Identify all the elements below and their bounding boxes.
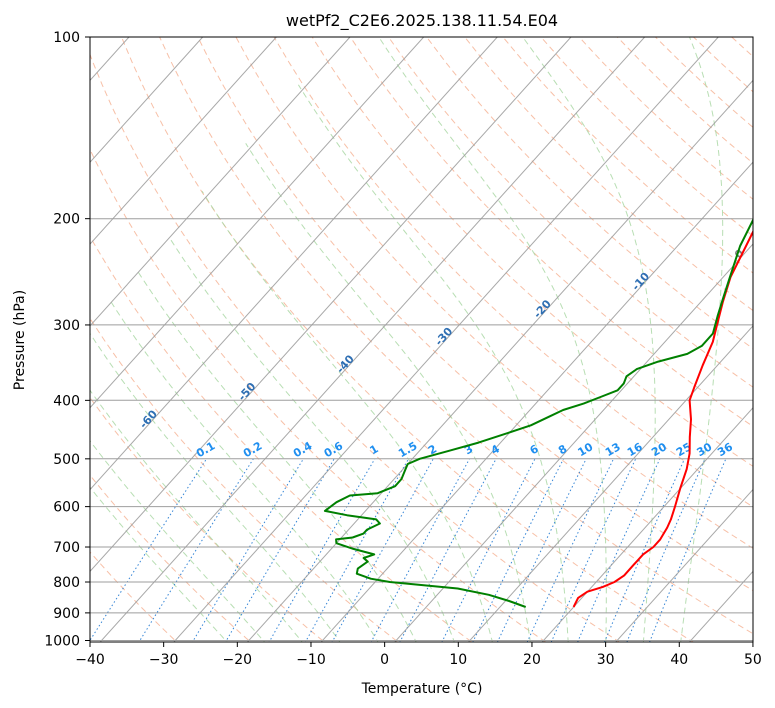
dewpoint-line xyxy=(323,217,753,608)
y-tick-label: 700 xyxy=(53,540,80,556)
isotherm xyxy=(615,488,753,642)
moist-adiabat xyxy=(137,271,417,642)
dry-adiabat xyxy=(90,396,326,642)
y-tick-label: 1000 xyxy=(44,634,80,650)
moist-adiabat xyxy=(90,389,303,642)
x-tick-label: −30 xyxy=(149,652,179,668)
dry-adiabat xyxy=(770,37,775,653)
dry-adiabat xyxy=(121,37,695,642)
y-tick-label: 300 xyxy=(53,318,80,334)
x-tick-label: −20 xyxy=(223,652,253,668)
x-tick-label: −40 xyxy=(75,652,105,668)
dry-adiabat xyxy=(90,235,473,642)
isotherm xyxy=(90,37,498,491)
x-tick-label: 50 xyxy=(744,652,762,668)
mixing-ratio-line xyxy=(224,458,335,642)
mixing-ratio-line xyxy=(441,458,536,642)
y-tick-label: 200 xyxy=(53,212,80,228)
moist-adiabat xyxy=(378,37,607,642)
isotherm xyxy=(541,406,753,642)
mixing-ratio-line xyxy=(550,458,637,642)
moist-adiabat xyxy=(201,190,493,642)
x-tick-label: 40 xyxy=(670,652,688,668)
isotherm xyxy=(90,37,425,409)
dry-adiabat xyxy=(90,148,547,642)
y-tick-label: 400 xyxy=(53,393,80,409)
x-tick-label: −10 xyxy=(296,652,326,668)
mixing-ratio-line xyxy=(304,458,410,642)
profile-lines xyxy=(323,217,753,608)
dry-adiabat xyxy=(90,474,252,642)
mixing-ratio-line xyxy=(577,458,661,642)
isotherm xyxy=(90,37,204,163)
isotherm xyxy=(753,37,775,653)
isotherm xyxy=(90,37,277,245)
mixing-ratio-line xyxy=(268,458,376,642)
y-tick-label: 100 xyxy=(53,30,80,46)
x-axis: −40 −30 −20 −10 0 10 20 30 40 50 xyxy=(75,642,762,668)
mixing-ratio-line xyxy=(90,458,207,642)
x-axis-title: Temperature (°C) xyxy=(361,681,483,697)
moist-adiabat xyxy=(522,37,656,642)
moist-adiabat xyxy=(90,440,266,642)
dry-adiabat xyxy=(159,37,753,635)
dry-adiabat xyxy=(235,37,753,549)
mixing-ratio-line xyxy=(191,458,304,642)
moist-adiabat xyxy=(680,37,724,642)
moist-adiabat xyxy=(90,486,228,642)
x-tick-label: 0 xyxy=(380,652,389,668)
isotherm xyxy=(320,161,753,642)
temperature-line xyxy=(572,229,753,608)
moist-adiabat xyxy=(110,301,379,642)
isotherm xyxy=(90,37,572,573)
x-tick-label: 10 xyxy=(449,652,467,668)
y-tick-label: 500 xyxy=(53,452,80,468)
isotherm xyxy=(99,37,646,642)
isotherm xyxy=(90,37,351,327)
x-tick-label: 20 xyxy=(523,652,541,668)
isotherm xyxy=(394,243,753,642)
background-lines xyxy=(90,37,775,653)
moist-adiabat xyxy=(168,237,455,642)
x-tick-label: 30 xyxy=(597,652,615,668)
mixing-ratio-line xyxy=(472,458,564,642)
y-axis-title: Pressure (hPa) xyxy=(12,290,28,390)
chart-title: wetPf2_C2E6.2025.138.11.54.E04 xyxy=(286,11,558,31)
y-tick-label: 900 xyxy=(53,606,80,622)
moist-adiabat xyxy=(90,332,341,642)
y-axis: 100 200 300 400 500 600 700 800 900 1000 xyxy=(44,30,90,650)
dry-adiabat xyxy=(90,551,178,642)
y-tick-label: 800 xyxy=(53,575,80,591)
y-tick-label: 600 xyxy=(53,500,80,516)
isotherm xyxy=(246,79,753,642)
moist-adiabat xyxy=(297,84,569,642)
isotherm xyxy=(173,37,719,642)
dry-adiabat xyxy=(464,37,753,312)
plot-frame xyxy=(89,36,754,643)
isotherm xyxy=(467,325,753,642)
